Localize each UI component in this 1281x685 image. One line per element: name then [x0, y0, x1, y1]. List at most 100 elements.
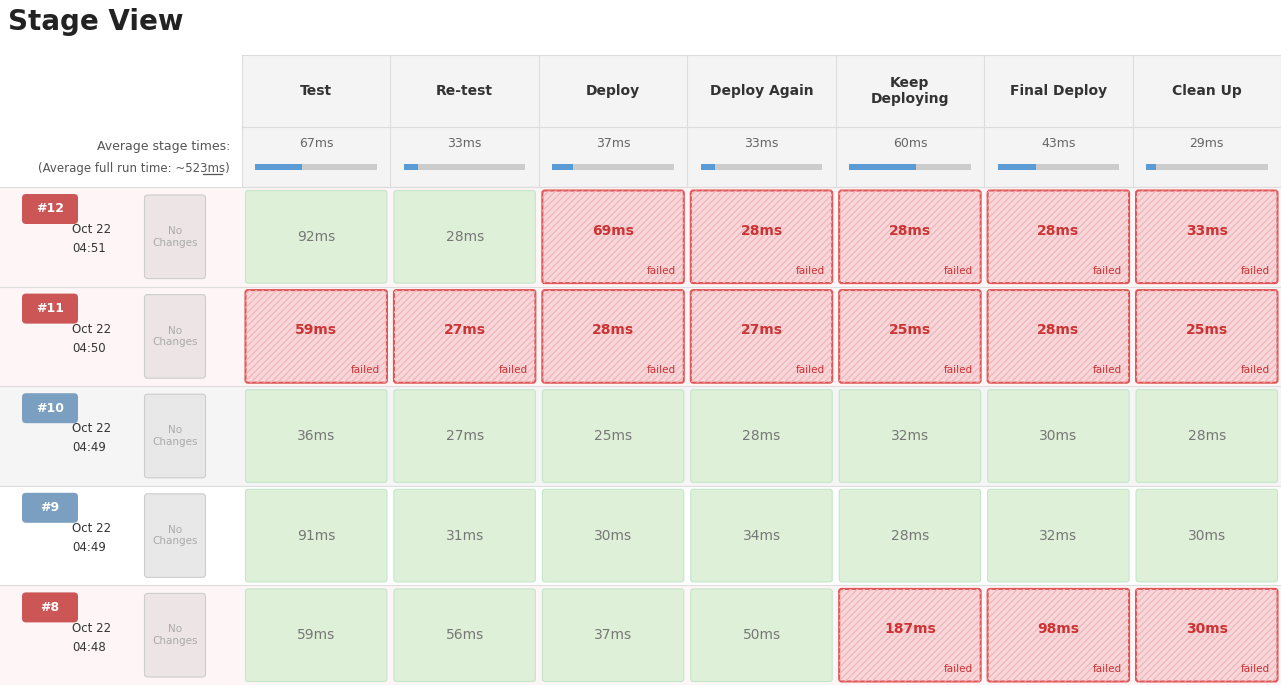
FancyBboxPatch shape: [22, 294, 78, 323]
Text: 30ms: 30ms: [594, 529, 632, 543]
Text: 32ms: 32ms: [1039, 529, 1077, 543]
FancyBboxPatch shape: [839, 190, 981, 283]
Text: failed: failed: [498, 365, 528, 375]
Text: Oct 22: Oct 22: [72, 323, 111, 336]
Text: 04:49: 04:49: [72, 442, 106, 455]
FancyBboxPatch shape: [542, 390, 684, 482]
FancyBboxPatch shape: [22, 593, 78, 623]
FancyBboxPatch shape: [988, 489, 1129, 582]
Bar: [849, 164, 916, 170]
Bar: [0, 187, 1281, 286]
Text: Re-test: Re-test: [436, 84, 493, 98]
FancyBboxPatch shape: [145, 494, 205, 577]
Text: 29ms: 29ms: [1190, 138, 1223, 151]
FancyBboxPatch shape: [145, 394, 205, 478]
Text: No
Changes: No Changes: [152, 226, 197, 247]
FancyBboxPatch shape: [246, 390, 387, 482]
Text: 30ms: 30ms: [1039, 429, 1077, 443]
FancyBboxPatch shape: [988, 190, 1129, 283]
Text: 04:51: 04:51: [72, 242, 106, 256]
FancyBboxPatch shape: [246, 489, 387, 582]
Text: failed: failed: [1241, 266, 1269, 275]
Text: failed: failed: [647, 266, 676, 275]
FancyBboxPatch shape: [690, 589, 833, 682]
Bar: [1146, 164, 1268, 170]
Text: failed: failed: [796, 365, 825, 375]
FancyBboxPatch shape: [839, 489, 981, 582]
Text: 28ms: 28ms: [1187, 429, 1226, 443]
Text: Oct 22: Oct 22: [72, 622, 111, 635]
FancyBboxPatch shape: [988, 390, 1129, 482]
Bar: [404, 164, 525, 170]
Bar: [0, 586, 1281, 685]
Text: 25ms: 25ms: [889, 323, 931, 337]
FancyBboxPatch shape: [839, 589, 981, 682]
FancyBboxPatch shape: [690, 290, 833, 383]
Text: No
Changes: No Changes: [152, 425, 197, 447]
Text: 04:49: 04:49: [72, 541, 106, 554]
FancyBboxPatch shape: [395, 190, 535, 283]
Text: Final Deploy: Final Deploy: [1009, 84, 1107, 98]
Text: failed: failed: [1093, 664, 1122, 674]
Text: 04:48: 04:48: [72, 640, 106, 653]
FancyBboxPatch shape: [145, 593, 205, 677]
Text: Deploy Again: Deploy Again: [710, 84, 813, 98]
FancyBboxPatch shape: [395, 489, 535, 582]
Text: #9: #9: [41, 501, 59, 514]
FancyBboxPatch shape: [690, 489, 833, 582]
FancyBboxPatch shape: [246, 190, 387, 283]
Text: 28ms: 28ms: [1038, 323, 1080, 337]
Text: 98ms: 98ms: [1038, 622, 1080, 636]
Text: failed: failed: [944, 266, 974, 275]
Text: failed: failed: [944, 664, 974, 674]
Text: #12: #12: [36, 203, 64, 216]
Text: failed: failed: [1093, 365, 1122, 375]
Text: 27ms: 27ms: [443, 323, 485, 337]
Bar: [552, 164, 674, 170]
FancyBboxPatch shape: [690, 190, 833, 283]
Text: 28ms: 28ms: [890, 529, 929, 543]
Text: failed: failed: [1241, 664, 1269, 674]
Text: Test: Test: [300, 84, 332, 98]
Bar: [1146, 164, 1155, 170]
Bar: [998, 164, 1120, 170]
Text: Oct 22: Oct 22: [72, 423, 111, 436]
FancyBboxPatch shape: [22, 393, 78, 423]
FancyBboxPatch shape: [1136, 390, 1277, 482]
Text: No
Changes: No Changes: [152, 525, 197, 547]
FancyBboxPatch shape: [690, 390, 833, 482]
Bar: [849, 164, 971, 170]
FancyBboxPatch shape: [1136, 589, 1277, 682]
Text: 27ms: 27ms: [446, 429, 484, 443]
Bar: [404, 164, 419, 170]
Text: Deploy: Deploy: [585, 84, 640, 98]
Text: 28ms: 28ms: [446, 229, 484, 244]
Text: (Average full run time: ~523ms): (Average full run time: ~523ms): [38, 162, 231, 175]
Bar: [0, 286, 1281, 386]
FancyBboxPatch shape: [395, 589, 535, 682]
FancyBboxPatch shape: [839, 290, 981, 383]
Text: 37ms: 37ms: [594, 628, 632, 643]
Text: 187ms: 187ms: [884, 622, 936, 636]
Text: 43ms: 43ms: [1041, 138, 1076, 151]
FancyBboxPatch shape: [839, 390, 981, 482]
Text: 56ms: 56ms: [446, 628, 484, 643]
Text: 33ms: 33ms: [744, 138, 779, 151]
Text: failed: failed: [350, 365, 379, 375]
Text: 59ms: 59ms: [297, 628, 336, 643]
FancyBboxPatch shape: [1136, 489, 1277, 582]
Text: 27ms: 27ms: [740, 323, 783, 337]
FancyBboxPatch shape: [22, 194, 78, 224]
FancyBboxPatch shape: [542, 290, 684, 383]
Text: Average stage times:: Average stage times:: [96, 140, 231, 153]
Text: failed: failed: [647, 365, 676, 375]
Bar: [552, 164, 573, 170]
Text: 28ms: 28ms: [889, 224, 931, 238]
Text: failed: failed: [796, 266, 825, 275]
Text: #8: #8: [41, 601, 59, 614]
FancyBboxPatch shape: [145, 295, 205, 378]
FancyBboxPatch shape: [1136, 290, 1277, 383]
Text: failed: failed: [944, 365, 974, 375]
Text: 60ms: 60ms: [893, 138, 927, 151]
Text: 30ms: 30ms: [1186, 622, 1227, 636]
